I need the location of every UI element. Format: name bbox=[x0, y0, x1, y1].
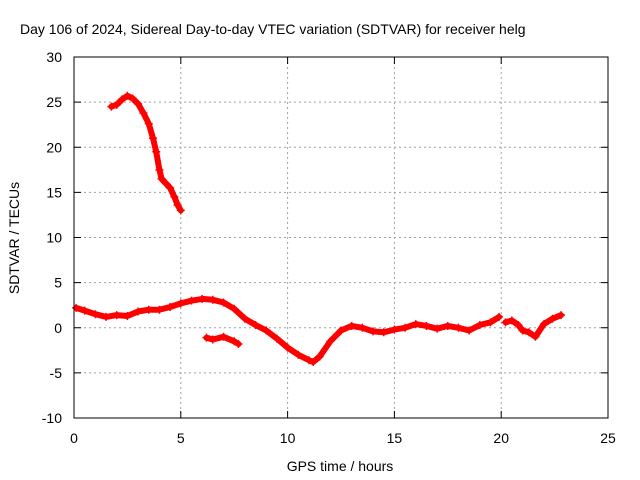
data-point bbox=[219, 298, 228, 307]
data-point bbox=[262, 326, 271, 335]
data-point bbox=[369, 327, 378, 336]
data-point bbox=[166, 302, 175, 311]
data-point bbox=[411, 320, 420, 329]
data-point bbox=[240, 314, 249, 323]
y-tick-label: 5 bbox=[54, 275, 62, 291]
series-high-arc bbox=[107, 91, 185, 215]
data-point bbox=[486, 318, 495, 327]
data-point bbox=[118, 95, 127, 104]
y-tick-label: -10 bbox=[42, 410, 62, 426]
data-marks bbox=[72, 91, 566, 367]
data-point bbox=[531, 332, 540, 341]
data-point bbox=[152, 147, 161, 156]
data-point bbox=[358, 323, 367, 332]
x-tick-label: 20 bbox=[493, 430, 509, 446]
data-point bbox=[202, 333, 211, 342]
data-point bbox=[283, 343, 292, 352]
data-point bbox=[309, 358, 318, 367]
data-point bbox=[134, 307, 143, 316]
data-point bbox=[337, 326, 345, 335]
data-point bbox=[112, 311, 121, 320]
data-point bbox=[176, 299, 185, 308]
data-point bbox=[401, 323, 410, 332]
data-point bbox=[433, 324, 442, 333]
data-point bbox=[548, 314, 557, 323]
data-point bbox=[495, 312, 504, 321]
x-tick-label: 10 bbox=[280, 430, 296, 446]
data-point bbox=[465, 326, 474, 335]
data-point bbox=[326, 337, 335, 346]
y-axis-label: SDTVAR / TECUs bbox=[6, 182, 22, 294]
data-point bbox=[379, 328, 388, 337]
data-point bbox=[219, 332, 228, 341]
data-point bbox=[390, 325, 399, 334]
data-point bbox=[155, 165, 164, 174]
y-tick-label: 30 bbox=[46, 49, 62, 65]
y-tick-label: 25 bbox=[46, 94, 62, 110]
data-point bbox=[128, 94, 137, 103]
data-point bbox=[443, 321, 452, 330]
data-point bbox=[155, 305, 164, 314]
data-point bbox=[524, 328, 533, 337]
data-point bbox=[112, 100, 121, 109]
data-point bbox=[230, 304, 239, 313]
data-point bbox=[134, 99, 143, 108]
x-tick-label: 15 bbox=[387, 430, 403, 446]
x-tick-label: 25 bbox=[600, 430, 616, 446]
data-point bbox=[157, 174, 166, 183]
data-point bbox=[198, 294, 207, 303]
data-point bbox=[80, 306, 89, 315]
series-late-segment bbox=[501, 311, 566, 341]
data-point bbox=[123, 91, 132, 100]
data-point bbox=[139, 108, 148, 117]
data-point bbox=[234, 339, 243, 348]
data-point bbox=[144, 119, 153, 128]
data-point bbox=[208, 335, 217, 344]
data-point bbox=[102, 312, 111, 321]
data-point bbox=[347, 321, 356, 330]
data-point bbox=[91, 310, 100, 319]
data-point bbox=[501, 318, 510, 327]
chart-title: Day 106 of 2024, Sidereal Day-to-day VTE… bbox=[20, 21, 526, 37]
data-point bbox=[187, 296, 196, 305]
data-point bbox=[123, 312, 132, 321]
y-tick-label: 0 bbox=[54, 320, 62, 336]
data-point bbox=[251, 321, 260, 330]
y-tick-label: 20 bbox=[46, 139, 62, 155]
data-point bbox=[454, 323, 463, 332]
data-point bbox=[208, 295, 217, 304]
x-tick-label: 0 bbox=[70, 430, 78, 446]
y-tick-label: 10 bbox=[46, 230, 62, 246]
data-point bbox=[294, 350, 303, 359]
y-tick-label: 15 bbox=[46, 184, 62, 200]
data-point bbox=[166, 183, 175, 192]
data-point bbox=[304, 356, 313, 365]
data-point bbox=[107, 102, 116, 111]
series-main-track bbox=[72, 294, 504, 367]
data-point bbox=[514, 321, 523, 330]
data-point bbox=[149, 134, 158, 143]
data-point bbox=[475, 321, 484, 330]
x-tick-label: 5 bbox=[177, 430, 185, 446]
data-point bbox=[315, 352, 324, 361]
data-point bbox=[272, 334, 281, 343]
data-point bbox=[161, 179, 170, 188]
data-point bbox=[518, 326, 527, 335]
x-axis-label: GPS time / hours bbox=[287, 458, 394, 474]
data-point bbox=[176, 206, 185, 215]
data-point bbox=[72, 303, 81, 312]
data-point bbox=[230, 337, 239, 346]
data-point bbox=[144, 305, 153, 314]
data-point bbox=[507, 316, 516, 325]
data-point bbox=[173, 201, 182, 210]
data-point bbox=[170, 192, 179, 201]
grid bbox=[74, 57, 608, 418]
series-offset-segment bbox=[202, 332, 243, 348]
data-point bbox=[557, 311, 566, 320]
data-point bbox=[539, 320, 548, 329]
axis-ticks: 0 5 10 15 20 25 -10 -5 0 5 10 15 20 25 30 bbox=[42, 49, 616, 446]
data-point bbox=[422, 321, 431, 330]
y-tick-label: -5 bbox=[50, 365, 63, 381]
